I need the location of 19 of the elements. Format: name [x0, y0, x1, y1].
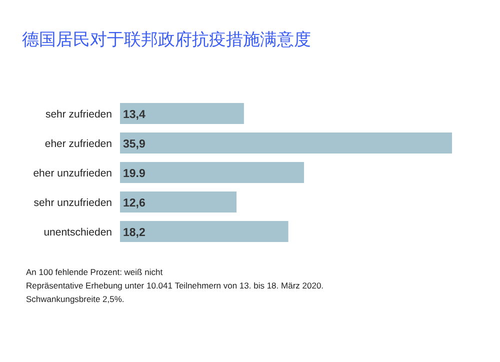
y-tick-label: sehr zufrieden	[45, 108, 112, 120]
bar	[120, 162, 304, 183]
data-label: 18,2	[123, 227, 146, 239]
y-tick-label: eher unzufrieden	[33, 168, 112, 180]
text: Schwankungsbreite 2,5%.	[26, 294, 124, 304]
y-tick-label: unentschieden	[44, 226, 112, 238]
y-tick-label: eher zufrieden	[44, 138, 112, 150]
text: Repräsentative Erhebung unter 10.041 Teilnehmern von 13. bis 18. März 2020.	[26, 280, 324, 290]
data-label: 12,6	[123, 198, 146, 210]
bar	[120, 103, 244, 124]
chart-title: 德国居民对于联邦政府抗疫措施满意度	[22, 30, 311, 49]
text: An 100 fehlende Prozent: weiß nicht	[26, 267, 164, 277]
bar	[120, 132, 452, 154]
data-label: 13,4	[123, 109, 146, 121]
y-tick-label: sehr unzufrieden	[34, 197, 112, 209]
data-label: 19.9	[123, 168, 146, 180]
data-label: 35,9	[123, 138, 146, 150]
bar	[120, 192, 237, 212]
bar	[120, 221, 288, 242]
